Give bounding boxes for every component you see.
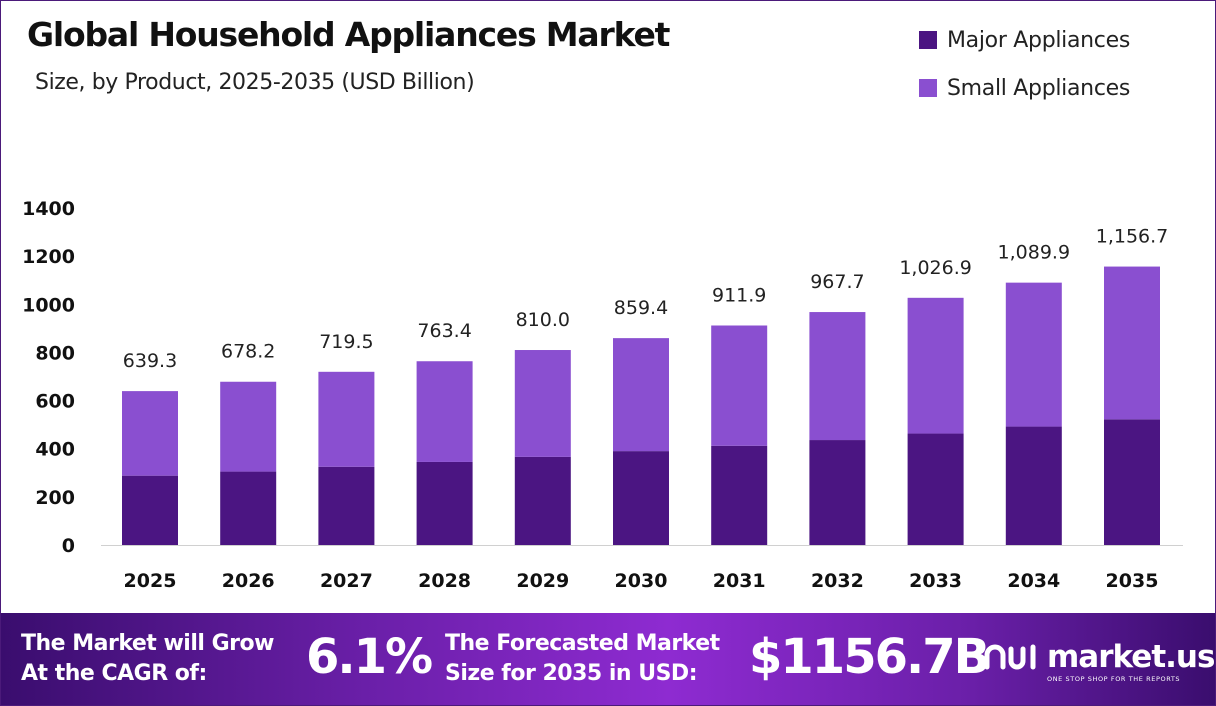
bar-total-label: 639.3 bbox=[123, 350, 177, 372]
x-tick-label: 2032 bbox=[811, 570, 864, 592]
bar-major-appliances bbox=[514, 456, 571, 545]
chart-subtitle: Size, by Product, 2025-2035 (USD Billion… bbox=[35, 70, 475, 95]
x-tick-label: 2026 bbox=[222, 570, 275, 592]
y-tick-label: 800 bbox=[35, 342, 75, 364]
x-tick-label: 2034 bbox=[1007, 570, 1060, 592]
bar-major-appliances bbox=[613, 451, 669, 545]
bar-major-appliances bbox=[318, 466, 375, 545]
legend-label-major: Major Appliances bbox=[947, 27, 1130, 53]
y-tick-label: 1000 bbox=[22, 294, 75, 316]
bar-major-appliances bbox=[1005, 426, 1062, 545]
brand-tagline: ONE STOP SHOP FOR THE REPORTS bbox=[1047, 675, 1181, 683]
x-tick-label: 2035 bbox=[1106, 570, 1159, 592]
x-tick-label: 2031 bbox=[713, 570, 766, 592]
forecast-label-line2: Size for 2035 in USD: bbox=[445, 661, 697, 686]
bar-small-appliances bbox=[122, 391, 178, 476]
bar-small-appliances bbox=[220, 381, 277, 472]
legend: Major Appliances Small Appliances bbox=[919, 25, 1130, 121]
bar-total-label: 967.7 bbox=[810, 271, 864, 293]
bar-small-appliances bbox=[907, 297, 964, 434]
bar-total-label: 1,026.9 bbox=[899, 257, 972, 279]
x-tick-label: 2025 bbox=[124, 570, 177, 592]
market-us-logo-icon bbox=[984, 644, 1036, 670]
bar-major-appliances bbox=[220, 471, 277, 545]
x-tick-label: 2028 bbox=[418, 570, 471, 592]
legend-item-small: Small Appliances bbox=[919, 73, 1130, 103]
bar-total-label: 719.5 bbox=[319, 331, 373, 353]
cagr-label: The Market will Grow At the CAGR of: bbox=[21, 629, 274, 689]
bar-small-appliances bbox=[416, 361, 473, 462]
bar-total-label: 1,089.9 bbox=[998, 242, 1071, 264]
brand-name: market.us bbox=[1047, 639, 1215, 675]
bar-major-appliances bbox=[711, 445, 768, 545]
y-tick-label: 1200 bbox=[22, 246, 75, 268]
brand-logo: market.us ONE STOP SHOP FOR THE REPORTS bbox=[983, 637, 1215, 683]
bar-small-appliances bbox=[613, 338, 669, 452]
forecast-value: $1156.7B bbox=[749, 629, 990, 685]
y-tick-label: 600 bbox=[35, 391, 75, 413]
footer-banner: The Market will Grow At the CAGR of: 6.1… bbox=[1, 613, 1215, 705]
chart-title: Global Household Appliances Market bbox=[27, 15, 670, 54]
legend-swatch-major bbox=[919, 31, 937, 49]
bar-major-appliances bbox=[122, 475, 178, 545]
bar-major-appliances bbox=[416, 461, 473, 545]
legend-label-small: Small Appliances bbox=[947, 75, 1131, 101]
bar-total-label: 810.0 bbox=[516, 309, 570, 331]
bar-small-appliances bbox=[1005, 282, 1062, 427]
bar-major-appliances bbox=[809, 440, 866, 545]
bar-chart: 0 200 400 600 800 1000 1200 1400 639.3 2025 678.2 2… bbox=[22, 198, 1183, 592]
bar-total-label: 911.9 bbox=[712, 284, 766, 306]
bar-small-appliances bbox=[514, 350, 571, 457]
cagr-label-line2: At the CAGR of: bbox=[21, 661, 207, 686]
x-tick-label: 2030 bbox=[615, 570, 668, 592]
bar-total-label: 859.4 bbox=[614, 297, 668, 319]
y-tick-label: 0 bbox=[62, 535, 75, 557]
legend-item-major: Major Appliances bbox=[919, 25, 1130, 55]
bar-small-appliances bbox=[318, 371, 375, 467]
bar-total-label: 1,156.7 bbox=[1096, 226, 1169, 248]
x-tick-label: 2027 bbox=[320, 570, 373, 592]
bar-small-appliances bbox=[711, 325, 768, 446]
legend-swatch-small bbox=[919, 79, 937, 97]
cagr-label-line1: The Market will Grow bbox=[21, 631, 274, 656]
forecast-label: The Forecasted Market Size for 2035 in U… bbox=[445, 629, 720, 689]
y-tick-label: 1400 bbox=[22, 198, 75, 220]
bar-total-label: 763.4 bbox=[417, 320, 471, 342]
y-tick-label: 200 bbox=[35, 487, 75, 509]
cagr-value: 6.1% bbox=[306, 629, 433, 685]
bar-major-appliances bbox=[1104, 419, 1160, 545]
bar-total-label: 678.2 bbox=[221, 341, 275, 363]
bar-major-appliances bbox=[907, 433, 964, 545]
forecast-label-line1: The Forecasted Market bbox=[445, 631, 720, 656]
bar-small-appliances bbox=[809, 312, 866, 441]
bar-small-appliances bbox=[1104, 266, 1160, 420]
x-tick-label: 2033 bbox=[909, 570, 962, 592]
x-tick-label: 2029 bbox=[516, 570, 569, 592]
y-tick-label: 400 bbox=[35, 439, 75, 461]
